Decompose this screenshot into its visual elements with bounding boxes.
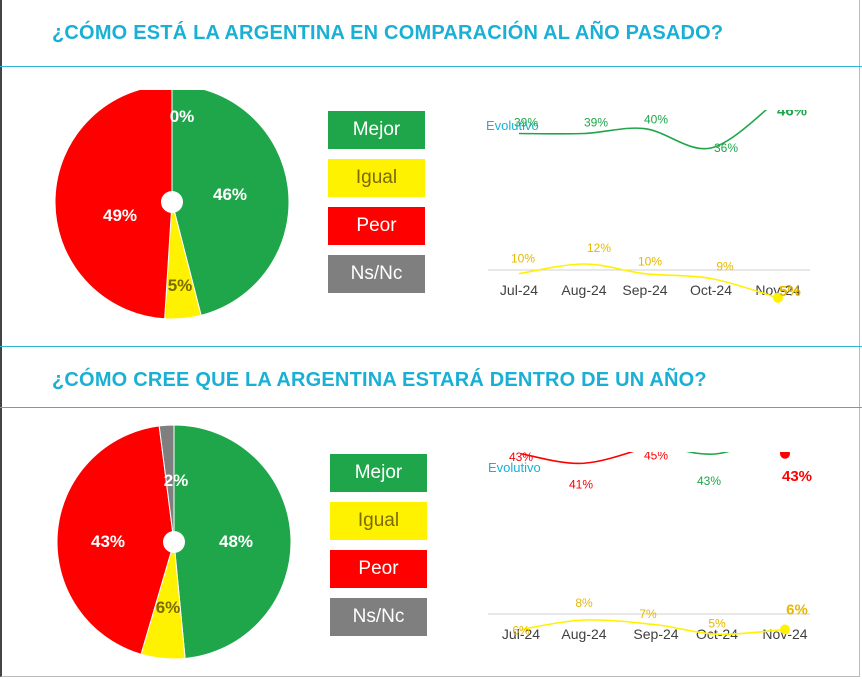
x-tick-label: Aug-24: [561, 626, 606, 642]
legend-mejor: Mejor: [328, 111, 425, 149]
legend-peor: Peor: [328, 207, 425, 245]
pie-slice-mejor: [173, 424, 292, 660]
x-tick-label: Jul-24: [500, 282, 538, 298]
pie-center-hole: [163, 531, 185, 553]
section-1-divider: [0, 66, 862, 67]
data-label-mejor: 46%: [777, 110, 807, 120]
section-1-title: ¿CÓMO ESTÁ LA ARGENTINA EN COMPARACIÓN A…: [52, 22, 724, 44]
data-label-igual: 5%: [779, 283, 801, 300]
series-end-marker-igual: [773, 292, 783, 303]
pie-label-nsnc: 2%: [164, 471, 189, 490]
data-label-igual: 8%: [575, 596, 593, 610]
series-line-peor: [520, 452, 786, 465]
x-tick-label: Aug-24: [561, 282, 606, 298]
pie-label-igual: 5%: [168, 276, 193, 295]
x-tick-label: Sep-24: [633, 626, 678, 642]
pie-label-peor: 43%: [91, 532, 125, 551]
pie-slice-nsnc: [158, 424, 175, 543]
series-line-igual: [518, 263, 779, 299]
legend-peor-2: Peor: [330, 550, 427, 588]
data-label-peor: 43%: [509, 452, 533, 464]
pie-chart-future: 48% 6% 43% 2%: [56, 424, 292, 660]
pie-chart-current: 46% 5% 49% 0%: [54, 90, 290, 320]
data-label-igual: 7%: [639, 607, 657, 621]
section-2-top-divider: [0, 346, 862, 347]
evolutivo-label: Evolutivo: [486, 118, 539, 133]
x-tick-label: Sep-24: [622, 282, 667, 298]
data-label-peor: 45%: [644, 452, 668, 462]
data-label-mejor: 39%: [584, 116, 608, 130]
data-label-igual: 9%: [716, 260, 734, 274]
data-label-igual: 5%: [708, 616, 726, 630]
legend-nsnc: Ns/Nc: [328, 255, 425, 293]
pie-label-mejor: 48%: [219, 532, 253, 551]
pie-slice-peor: [56, 425, 175, 655]
legend-igual-2: Igual: [330, 502, 427, 540]
data-label-igual: 10%: [638, 255, 662, 269]
pie-label-igual: 6%: [156, 598, 181, 617]
data-label-mejor: 40%: [644, 113, 668, 127]
legend-nsnc-2: Ns/Nc: [330, 598, 427, 636]
data-label-mejor: 36%: [714, 141, 738, 155]
data-label-mejor: 39%: [514, 116, 538, 130]
data-label-mejor: 43%: [697, 474, 721, 488]
series-line-mejor: [518, 110, 768, 150]
pie-label-peor: 49%: [103, 206, 137, 225]
line-chart-evolution-future: Evolutivo Jul-24Aug-24Sep-24Oct-24Nov-24…: [488, 452, 812, 642]
pie-slice-peor: [54, 90, 173, 320]
series-end-marker-igual: [780, 624, 790, 635]
section-2-title: ¿CÓMO CREE QUE LA ARGENTINA ESTARÁ DENTR…: [52, 369, 707, 391]
pie-slice-mejor: [171, 90, 290, 316]
section-2-divider: [0, 407, 862, 408]
x-tick-label: Oct-24: [690, 282, 732, 298]
series-line-igual: [520, 619, 786, 636]
data-label-peor: 41%: [569, 477, 593, 491]
data-label-igual: 12%: [587, 241, 611, 255]
data-label-peor: 43%: [782, 468, 812, 485]
pie-label-mejor: 46%: [213, 185, 247, 204]
pie-center-hole: [161, 191, 183, 213]
legend-mejor-2: Mejor: [330, 454, 427, 492]
evolutivo-label-2: Evolutivo: [488, 460, 541, 475]
data-label-igual: 6%: [786, 602, 808, 619]
x-tick-label: Jul-24: [502, 626, 540, 642]
data-label-igual: 10%: [511, 252, 535, 266]
series-end-marker-peor: [780, 452, 790, 459]
data-label-igual: 6%: [512, 624, 530, 638]
legend-igual: Igual: [328, 159, 425, 197]
pie-label-nsnc: 0%: [170, 107, 195, 126]
line-chart-evolution-current: Evolutivo Jul-24 Aug-24 Sep-24 Oct-24 Nov-24…: [486, 110, 810, 303]
